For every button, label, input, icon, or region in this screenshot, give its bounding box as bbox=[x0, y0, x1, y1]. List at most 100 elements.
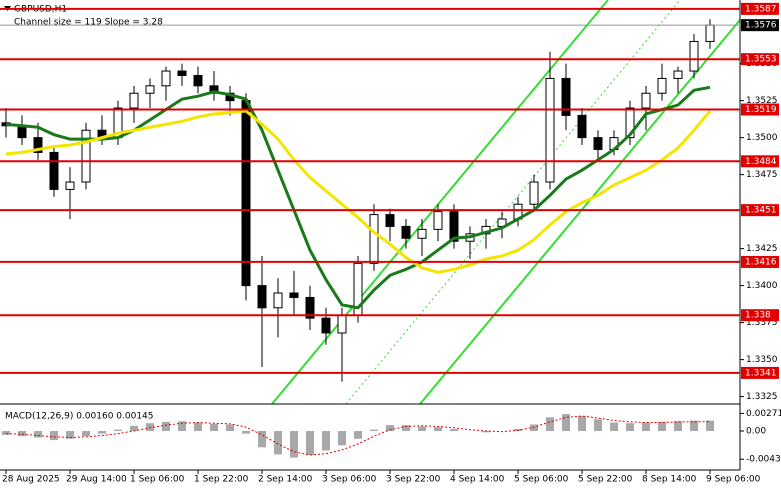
x-tick-label: 3 Sep 06:00 bbox=[322, 475, 377, 485]
candle-body bbox=[449, 211, 459, 242]
macd-bar bbox=[114, 429, 122, 431]
level-label-box bbox=[741, 366, 779, 379]
candle-body bbox=[401, 225, 411, 239]
candle-body bbox=[337, 314, 347, 334]
x-tick-label: 8 Sep 14:00 bbox=[642, 475, 697, 485]
level-label: 1.3416 bbox=[745, 257, 777, 267]
macd-bar bbox=[210, 423, 218, 431]
y-tick-label: 1.3525 bbox=[746, 96, 778, 106]
macd-bar bbox=[274, 431, 282, 455]
level-label: 1.3519 bbox=[745, 105, 777, 115]
channel-midline bbox=[345, 0, 681, 405]
macd-bar bbox=[626, 423, 634, 431]
last-price-box bbox=[741, 19, 779, 32]
candle-body bbox=[257, 285, 267, 309]
candle-body bbox=[545, 77, 555, 183]
macd-bar bbox=[578, 416, 586, 431]
candle-body bbox=[81, 129, 91, 183]
macd-bar bbox=[418, 426, 426, 431]
candle-body bbox=[273, 292, 283, 309]
x-tick-label: 29 Aug 14:00 bbox=[66, 475, 127, 485]
macd-bar bbox=[2, 431, 10, 435]
macd-bar bbox=[450, 429, 458, 431]
x-tick-label: 28 Aug 2025 bbox=[2, 475, 60, 485]
macd-bar bbox=[194, 422, 202, 431]
level-label: 1.3451 bbox=[745, 206, 777, 216]
signal-line bbox=[5, 415, 711, 456]
level-label-box bbox=[741, 2, 779, 15]
candle-body bbox=[673, 70, 683, 79]
candle-body bbox=[49, 151, 59, 190]
level-label-box bbox=[741, 255, 779, 268]
y-tick-label: 1.3500 bbox=[746, 133, 778, 143]
candle-body bbox=[657, 77, 667, 94]
macd-bar bbox=[434, 427, 442, 431]
macd-label: MACD(12,26,9) 0.00160 0.00145 bbox=[5, 412, 154, 422]
macd-bar bbox=[354, 431, 362, 439]
candle-body bbox=[65, 181, 75, 190]
macd-bar bbox=[706, 420, 714, 431]
macd-bar bbox=[306, 431, 314, 456]
macd-bar bbox=[242, 431, 250, 434]
level-label: 1.338 bbox=[745, 311, 771, 321]
candle-body bbox=[385, 214, 395, 227]
macd-bar bbox=[482, 431, 490, 433]
y-tick-label: 1.3425 bbox=[746, 244, 778, 254]
macd-bar bbox=[18, 431, 26, 437]
y-tick-label: 1.3350 bbox=[746, 355, 778, 365]
macd-bar bbox=[658, 421, 666, 431]
x-tick-label: 1 Sep 22:00 bbox=[194, 475, 249, 485]
candle-body bbox=[161, 70, 171, 87]
macd-bar bbox=[674, 421, 682, 431]
macd-bar bbox=[530, 424, 538, 431]
level-label-box bbox=[741, 309, 779, 322]
macd-bar bbox=[98, 431, 106, 434]
y-tick-label: 1.3375 bbox=[746, 318, 778, 328]
candle-body bbox=[689, 40, 699, 72]
y-tick-label: 1.3400 bbox=[746, 281, 778, 291]
x-tick-label: 2 Sep 14:00 bbox=[258, 475, 313, 485]
level-label: 1.3587 bbox=[745, 4, 777, 14]
macd-bar bbox=[562, 414, 570, 431]
moving-average bbox=[5, 85, 711, 310]
chart-subtitle: Channel size = 119 Slope = 3.28 bbox=[14, 18, 163, 28]
macd-bar bbox=[610, 422, 618, 431]
candle-body bbox=[577, 114, 587, 139]
macd-bar bbox=[82, 431, 90, 437]
y-tick-label: 0.00 bbox=[746, 427, 766, 437]
candle-body bbox=[593, 137, 603, 150]
macd-bar bbox=[290, 431, 298, 458]
macd-bar bbox=[130, 425, 138, 431]
candle-body bbox=[33, 137, 43, 153]
macd-bar bbox=[386, 425, 394, 431]
candle-body bbox=[305, 296, 315, 319]
x-tick-label: 4 Sep 14:00 bbox=[450, 475, 505, 485]
macd-bar bbox=[178, 421, 186, 431]
candle-body bbox=[641, 92, 651, 109]
candle-body bbox=[17, 125, 27, 139]
macd-bar bbox=[402, 425, 410, 431]
x-tick-label: 9 Sep 06:00 bbox=[706, 475, 761, 485]
macd-bar bbox=[258, 431, 266, 448]
level-label-box bbox=[741, 103, 779, 116]
candle-body bbox=[433, 211, 443, 230]
macd-bar bbox=[370, 429, 378, 431]
last-price-label: 1.3576 bbox=[745, 21, 777, 31]
x-tick-label: 5 Sep 06:00 bbox=[514, 475, 569, 485]
macd-bar bbox=[594, 419, 602, 431]
candle-body bbox=[145, 85, 155, 94]
channel-line bbox=[271, 0, 609, 405]
level-label: 1.3484 bbox=[745, 157, 777, 167]
macd-bar bbox=[338, 431, 346, 446]
y-tick-label: -0.00434 bbox=[746, 455, 781, 465]
level-label-box bbox=[741, 155, 779, 168]
y-tick-label: 0.00271 bbox=[746, 409, 781, 419]
candle-body bbox=[529, 181, 539, 205]
x-tick-label: 5 Sep 22:00 bbox=[578, 475, 633, 485]
candle-body bbox=[705, 24, 715, 42]
candle-body bbox=[193, 74, 203, 87]
level-label-box bbox=[741, 53, 779, 66]
y-tick-label: 1.3325 bbox=[746, 392, 778, 402]
macd-bar bbox=[50, 431, 58, 441]
